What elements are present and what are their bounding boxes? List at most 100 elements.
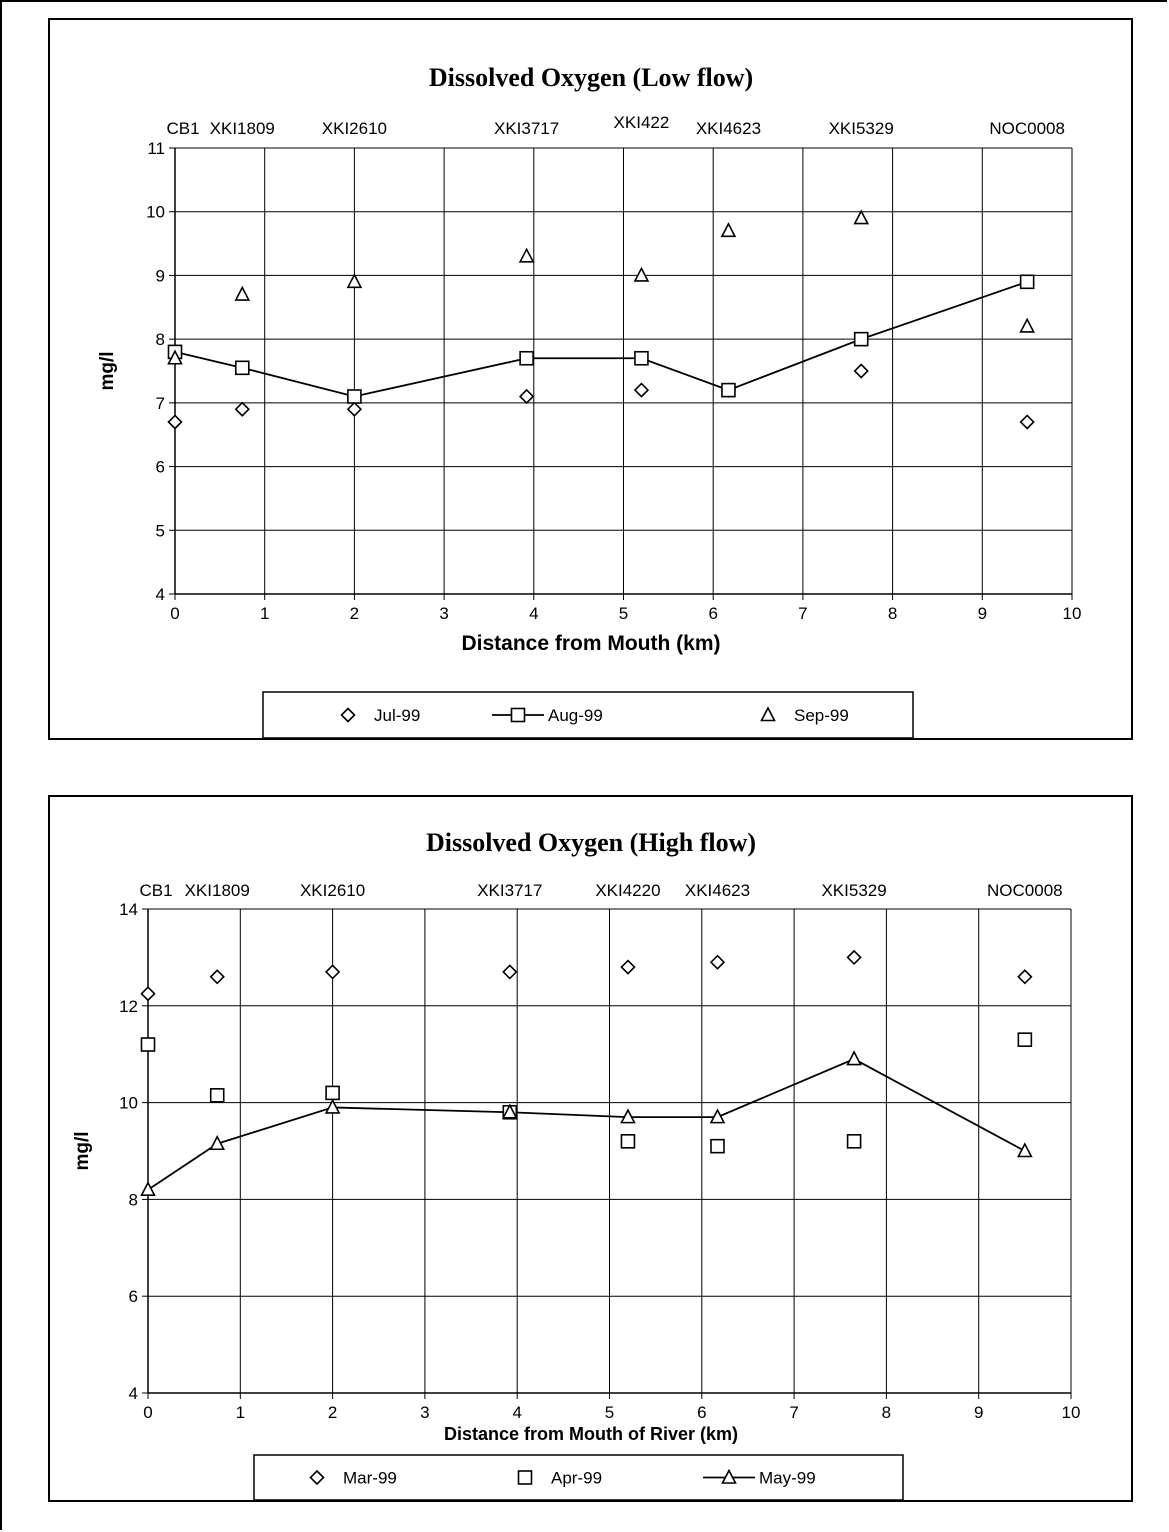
legend-label: May-99 bbox=[759, 1469, 816, 1488]
station-label: XKI4623 bbox=[685, 881, 750, 900]
x-tick-label: 9 bbox=[974, 1403, 983, 1422]
x-tick-label: 2 bbox=[350, 604, 359, 623]
legend-label: Mar-99 bbox=[343, 1469, 397, 1488]
x-tick-label: 7 bbox=[789, 1403, 798, 1422]
x-tick-label: 5 bbox=[619, 604, 628, 623]
data-point-may-99 bbox=[140, 1180, 156, 1197]
data-point-jul-99 bbox=[1019, 414, 1035, 430]
chart-high-flow: Dissolved Oxygen (High flow) 4 6 8 10 12 14 0 1 2… bbox=[48, 795, 1133, 1502]
y-tick-label: 9 bbox=[156, 266, 165, 285]
x-tick-label: 0 bbox=[143, 1403, 152, 1422]
station-label: XKI5329 bbox=[821, 881, 886, 900]
data-point-aug-99 bbox=[1019, 274, 1035, 290]
station-label: XKI422 bbox=[614, 113, 670, 132]
x-tick-label: 6 bbox=[708, 604, 717, 623]
legend-label: Apr-99 bbox=[551, 1469, 602, 1488]
y-tick-label: 7 bbox=[156, 394, 165, 413]
y-tick-label: 4 bbox=[156, 585, 165, 604]
station-label: XKI3717 bbox=[477, 881, 542, 900]
x-tick-label: 0 bbox=[170, 604, 179, 623]
x-tick-label: 10 bbox=[1062, 1403, 1081, 1422]
x-tick-label: 4 bbox=[512, 1403, 521, 1422]
data-point-mar-99 bbox=[324, 964, 341, 980]
data-point-may-99 bbox=[1017, 1142, 1033, 1158]
data-point-mar-99 bbox=[140, 986, 156, 1002]
y-tick-label: 11 bbox=[147, 139, 165, 158]
data-point-mar-99 bbox=[620, 959, 636, 975]
station-label: NOC0008 bbox=[989, 119, 1065, 138]
data-point-apr-99 bbox=[140, 1037, 156, 1052]
data-point-sep-99 bbox=[1019, 317, 1035, 333]
data-point-mar-99 bbox=[709, 954, 726, 970]
y-tick-label: 6 bbox=[156, 458, 165, 477]
legend-marker-may-99 bbox=[721, 1468, 737, 1484]
x-tick-label: 5 bbox=[605, 1403, 614, 1422]
station-label: XKI2610 bbox=[300, 881, 365, 900]
data-point-jul-99 bbox=[633, 382, 650, 398]
data-point-mar-99 bbox=[209, 969, 225, 985]
data-point-aug-99 bbox=[634, 350, 649, 366]
y-tick-label: 10 bbox=[146, 203, 165, 222]
x-tick-label: 1 bbox=[236, 1403, 245, 1422]
data-point-may-99 bbox=[620, 1108, 636, 1124]
y-tick-label: 4 bbox=[129, 1384, 138, 1403]
data-point-jul-99 bbox=[234, 401, 250, 417]
data-point-aug-99 bbox=[853, 331, 869, 347]
data-point-mar-99 bbox=[1017, 969, 1033, 985]
data-point-sep-99 bbox=[346, 273, 363, 289]
y-tick-label: 5 bbox=[156, 521, 165, 540]
data-point-may-99 bbox=[501, 1103, 518, 1119]
x-tick-label: 7 bbox=[798, 604, 807, 623]
data-point-jul-99 bbox=[518, 388, 535, 405]
station-label: XKI1809 bbox=[185, 881, 250, 900]
data-point-jul-99 bbox=[167, 414, 183, 430]
y-axis-label: mg/l bbox=[97, 351, 118, 390]
station-label: XKI4623 bbox=[696, 119, 761, 138]
chart-title: Dissolved Oxygen (Low flow) bbox=[429, 63, 753, 92]
data-point-sep-99 bbox=[234, 285, 251, 301]
y-tick-label: 14 bbox=[119, 900, 138, 919]
data-point-apr-99 bbox=[710, 1138, 725, 1154]
y-tick-label: 8 bbox=[129, 1190, 138, 1209]
data-point-apr-99 bbox=[846, 1134, 862, 1149]
data-point-mar-99 bbox=[502, 964, 518, 980]
chart-low-flow: Dissolved Oxygen (Low flow) 4 5 6 7 8 9 10 11 0 1 2… bbox=[48, 18, 1133, 740]
data-point-sep-99 bbox=[853, 209, 870, 225]
x-tick-label: 2 bbox=[328, 1403, 337, 1422]
data-point-apr-99 bbox=[620, 1134, 636, 1149]
station-label: CB1 bbox=[166, 119, 199, 138]
station-label: XKI1809 bbox=[210, 119, 275, 138]
data-point-sep-99 bbox=[167, 349, 183, 365]
data-point-aug-99 bbox=[347, 389, 362, 404]
y-axis-label: mg/l bbox=[72, 1131, 93, 1170]
data-point-sep-99 bbox=[518, 247, 535, 263]
x-tick-label: 8 bbox=[888, 604, 897, 623]
data-point-aug-99 bbox=[721, 382, 736, 398]
data-point-aug-99 bbox=[234, 360, 250, 376]
data-point-sep-99 bbox=[720, 222, 737, 238]
series-line-aug-99 bbox=[174, 280, 1028, 398]
x-tick-label: 10 bbox=[1063, 604, 1082, 623]
data-point-may-99 bbox=[846, 1050, 862, 1066]
legend-label: Jul-99 bbox=[374, 706, 420, 725]
x-tick-label: 6 bbox=[697, 1403, 706, 1422]
station-label: CB1 bbox=[139, 881, 172, 900]
data-point-apr-99 bbox=[1017, 1032, 1033, 1047]
data-point-jul-99 bbox=[853, 363, 869, 379]
legend-marker-aug-99 bbox=[510, 707, 526, 723]
station-label: XKI5329 bbox=[829, 119, 894, 138]
data-point-aug-99 bbox=[519, 350, 534, 366]
data-point-apr-99 bbox=[209, 1088, 225, 1103]
series-line-may-99 bbox=[147, 1058, 1026, 1191]
legend-label: Aug-99 bbox=[548, 706, 603, 725]
x-tick-label: 1 bbox=[260, 604, 269, 623]
data-point-may-99 bbox=[709, 1108, 726, 1124]
y-tick-label: 12 bbox=[119, 997, 138, 1016]
x-axis-label: Distance from Mouth of River (km) bbox=[444, 1424, 738, 1444]
y-tick-label: 10 bbox=[119, 1094, 138, 1113]
chart-title: Dissolved Oxygen (High flow) bbox=[426, 828, 756, 857]
station-label: XKI2610 bbox=[322, 119, 387, 138]
legend-marker-sep-99 bbox=[760, 706, 776, 722]
